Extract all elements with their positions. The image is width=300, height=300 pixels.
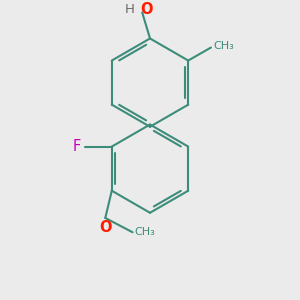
Text: CH₃: CH₃ [134,227,155,237]
Text: O: O [140,2,153,17]
Text: CH₃: CH₃ [214,41,234,51]
Text: O: O [99,220,112,235]
Text: F: F [72,139,81,154]
Text: H: H [124,3,134,16]
